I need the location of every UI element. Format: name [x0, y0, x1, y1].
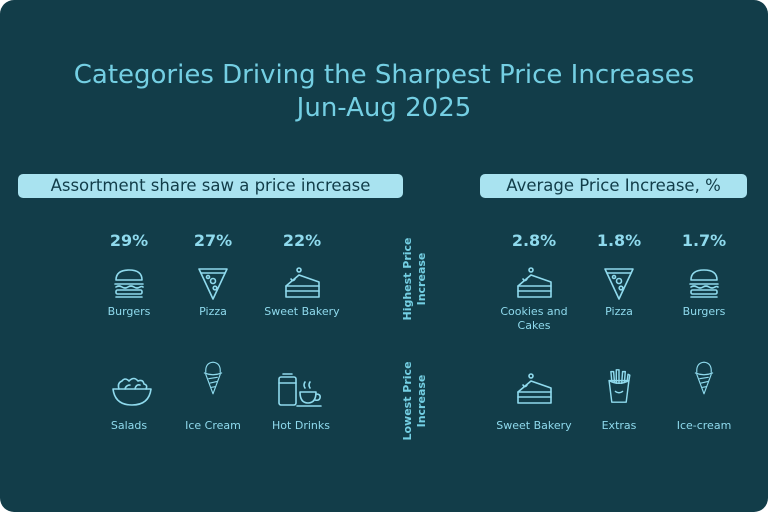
ice-cream-icon	[188, 360, 238, 396]
value-burgers-share: 29%	[109, 231, 149, 250]
salad-icon	[107, 372, 157, 408]
category-label: Salads	[110, 419, 148, 432]
category-label: Burgers	[107, 305, 151, 318]
value-burgers-avg: 1.7%	[681, 231, 727, 250]
category-label: Pizza	[199, 305, 227, 318]
hot-drink-icon	[276, 372, 326, 408]
title-line-2: Jun-Aug 2025	[296, 93, 472, 123]
value-cookies-cakes-avg: 2.8%	[511, 231, 557, 250]
burger-icon	[104, 266, 154, 302]
value-sweet-bakery-share: 22%	[282, 231, 322, 250]
pizza-icon	[594, 266, 644, 302]
category-label: Sweet Bakery	[496, 419, 572, 432]
burger-icon	[679, 266, 729, 302]
highest-price-increase-label: Highest Price Increase	[401, 237, 428, 321]
value-pizza-share: 27%	[193, 231, 233, 250]
cake-icon	[509, 372, 559, 408]
value-pizza-avg: 1.8%	[596, 231, 642, 250]
ice-cream-icon	[679, 360, 729, 396]
category-label: Hot Drinks	[272, 419, 330, 432]
cake-icon	[277, 266, 327, 302]
category-label: Burgers	[682, 305, 726, 318]
fries-icon	[594, 368, 644, 404]
lowest-price-increase-label: Lowest Price Increase	[401, 361, 428, 441]
category-label: Sweet Bakery	[264, 305, 340, 318]
category-label: Ice Cream	[185, 419, 241, 432]
category-label: Ice-cream	[676, 419, 732, 432]
category-label: Extras	[601, 419, 637, 432]
cake-icon	[509, 266, 559, 302]
category-label: Pizza	[605, 305, 633, 318]
title-line-1: Categories Driving the Sharpest Price In…	[73, 60, 695, 90]
category-label: Cookies and Cakes	[500, 305, 568, 332]
pizza-icon	[188, 266, 238, 302]
assortment-share-header: Assortment share saw a price increase	[18, 174, 403, 198]
avg-price-increase-header: Average Price Increase, %	[480, 174, 747, 198]
